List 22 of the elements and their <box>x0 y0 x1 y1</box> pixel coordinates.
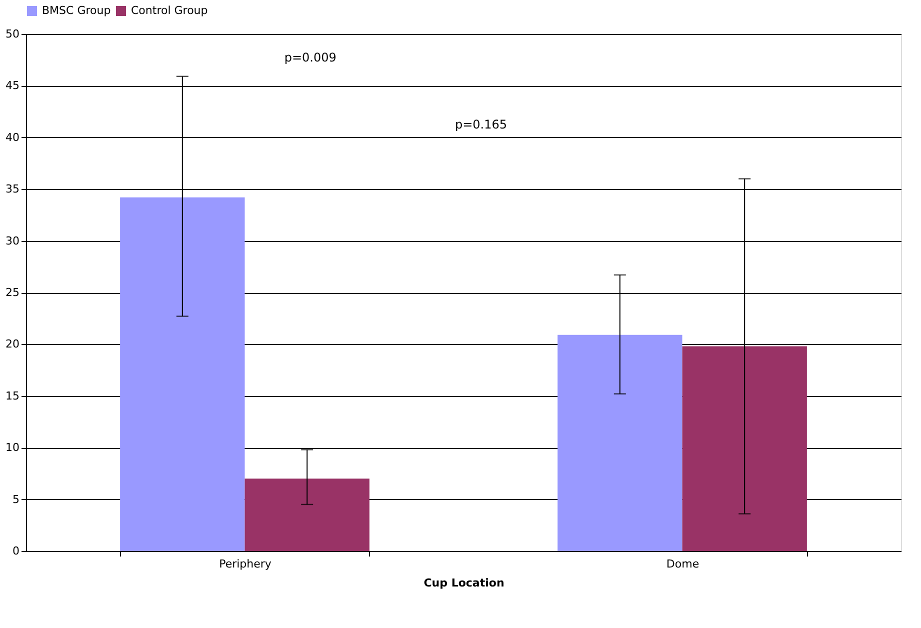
y-tick-label: 40 <box>6 130 20 144</box>
y-tick-label: 10 <box>6 441 20 454</box>
x-tick-label: Dome <box>666 558 700 570</box>
legend-label: BMSC Group <box>42 4 111 17</box>
y-tick-label: 20 <box>6 338 20 351</box>
y-tick-label: 45 <box>6 79 20 92</box>
y-tick-label: 25 <box>6 286 20 299</box>
y-tick-label: 35 <box>6 182 20 196</box>
legend-label: Control Group <box>131 4 208 17</box>
y-tick-label: 0 <box>12 544 20 558</box>
x-tick-label: Periphery <box>219 558 272 570</box>
bar <box>120 197 245 551</box>
annotation: p=0.165 <box>454 117 508 132</box>
y-tick-label: 50 <box>6 28 20 40</box>
bar <box>682 346 807 551</box>
x-axis-title: Cup Location <box>424 576 504 590</box>
y-tick-label: 30 <box>6 234 20 248</box>
bar <box>244 478 370 551</box>
y-tick-label: 15 <box>6 389 20 402</box>
bar <box>558 334 682 551</box>
y-tick-label: 5 <box>12 492 20 506</box>
annotation: p=0.009 <box>284 50 336 64</box>
